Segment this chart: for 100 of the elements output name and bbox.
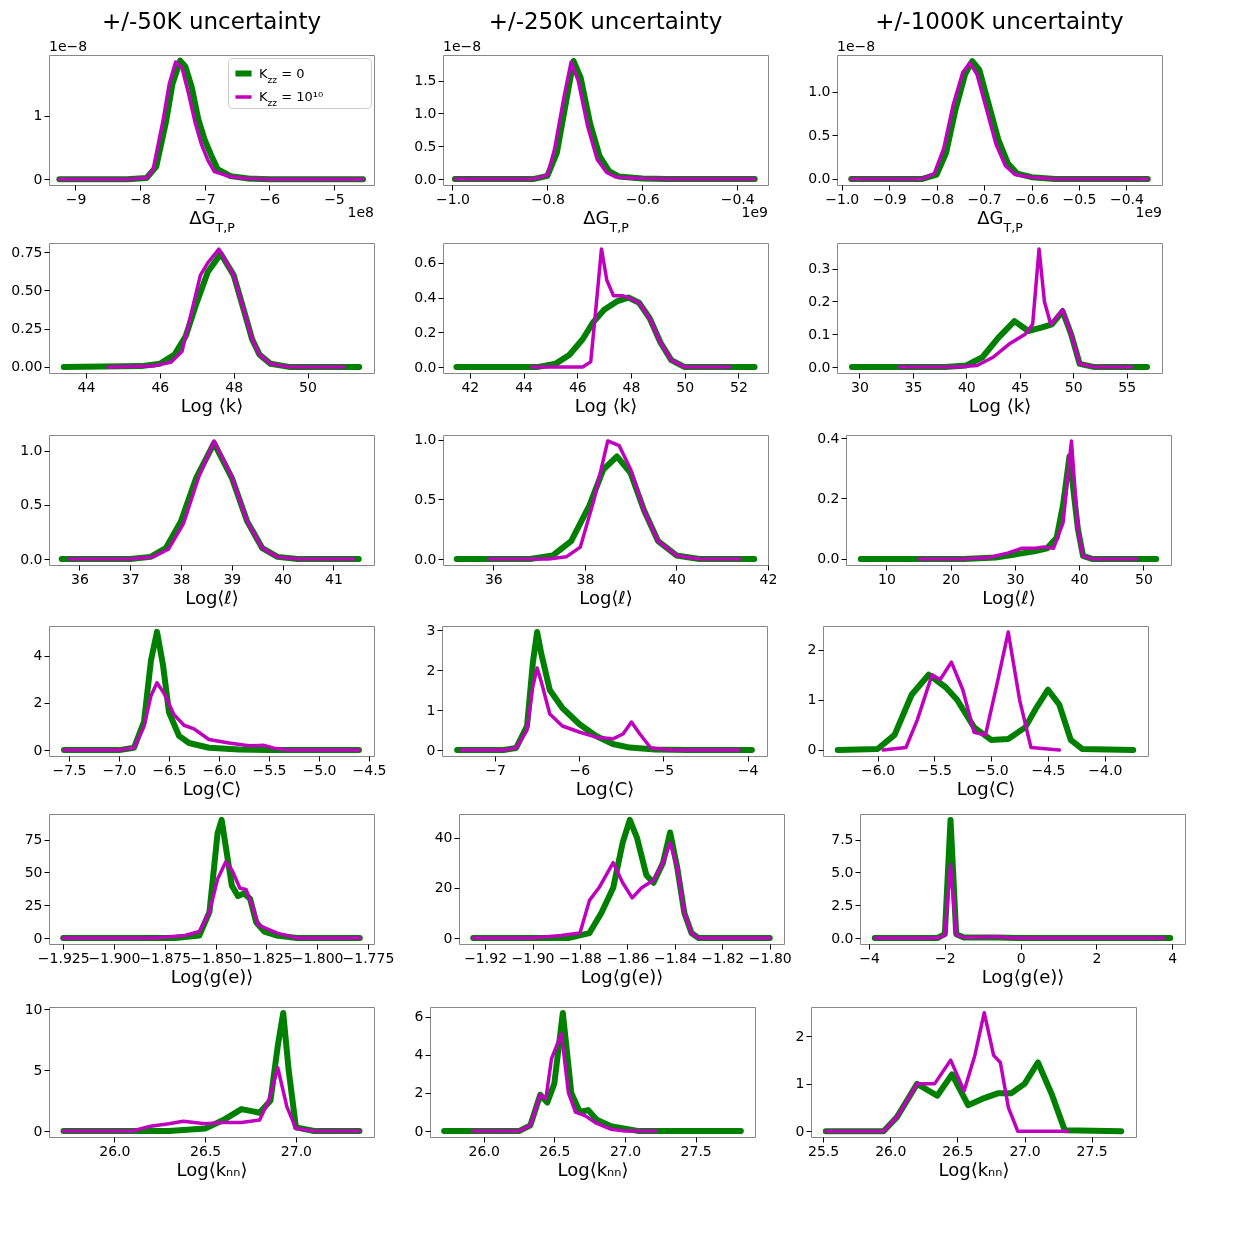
x-axis-title: Log⟨g(e)⟩ xyxy=(170,965,254,987)
y-tick-label: 0.0 xyxy=(20,550,43,567)
x-tick-label: −0.8 xyxy=(920,190,955,207)
x-tick-label: 38 xyxy=(576,570,595,587)
x-tick-label: 50 xyxy=(299,378,317,395)
y-tick-label: 0 xyxy=(33,170,43,187)
x-tick-label: 41 xyxy=(324,570,343,587)
x-tick-label: 48 xyxy=(225,378,244,395)
x-tick-label: 36 xyxy=(71,570,89,587)
x-tick-label: −7.0 xyxy=(102,761,137,778)
chart-title: +/-50K uncertainty xyxy=(101,8,322,34)
x-tick-label: −5.5 xyxy=(917,761,952,778)
x-tick-label: 26.5 xyxy=(942,1142,974,1159)
y-tick-label: 1.0 xyxy=(414,431,437,448)
x-tick-label: −9 xyxy=(65,190,87,207)
x-tick-label: −5 xyxy=(324,190,345,207)
y-tick-label: 1 xyxy=(795,1075,805,1092)
y-tick-label: 2 xyxy=(795,1027,805,1044)
x-tick-label: −4.0 xyxy=(1088,761,1123,778)
x-tick-label: 39 xyxy=(223,570,242,587)
x-tick-label: −6 xyxy=(569,761,591,778)
x-tick-label: −1.925 xyxy=(37,949,90,966)
x-tick-label: 46 xyxy=(568,378,587,395)
x-tick-label: 45 xyxy=(1011,378,1030,395)
x-tick-label: −2 xyxy=(935,949,956,966)
x-tick-label: 26.0 xyxy=(875,1142,907,1159)
x-axis-title: Log⟨C⟩ xyxy=(182,777,242,799)
x-tick-label: 40 xyxy=(274,570,293,587)
y-tick-label: 0.5 xyxy=(20,496,43,513)
x-tick-label: 30 xyxy=(1006,570,1025,587)
y-tick-label: 2 xyxy=(33,694,43,711)
y-tick-label: 0.2 xyxy=(808,292,831,309)
y-tick-label: 1 xyxy=(426,701,436,718)
y-tick-label: 0.4 xyxy=(414,289,437,306)
x-tick-label: 37 xyxy=(121,570,140,587)
x-tick-label: −5.5 xyxy=(252,761,287,778)
y-tick-label: 0 xyxy=(33,929,43,946)
x-axis-title: Log⟨g(e)⟩ xyxy=(580,965,664,987)
x-tick-label: 27.0 xyxy=(1009,1142,1041,1159)
y-tick-label: 6 xyxy=(414,1008,424,1025)
x-axis-title: Log⟨ℓ⟩ xyxy=(185,586,239,608)
y-tick-label: 0.00 xyxy=(11,358,43,375)
x-tick-label: −6.0 xyxy=(202,761,237,778)
x-tick-label: 0 xyxy=(1016,949,1026,966)
x-tick-label: −0.7 xyxy=(967,190,1002,207)
y-tick-label: 0.5 xyxy=(414,490,437,507)
y-tick-label: 4 xyxy=(414,1046,424,1063)
x-tick-label: 48 xyxy=(622,378,641,395)
y-tick-label: 1.0 xyxy=(808,83,831,100)
x-tick-label: 40 xyxy=(957,378,976,395)
y-tick-label: 0.5 xyxy=(808,126,831,143)
y-tick-label: 0.25 xyxy=(11,320,43,337)
y-tick-label: 1 xyxy=(33,107,43,124)
x-tick-label: −8 xyxy=(130,190,151,207)
text: 1e8 xyxy=(347,204,374,220)
x-tick-label: −0.4 xyxy=(720,190,755,207)
y-tick-label: 0.5 xyxy=(414,137,437,154)
x-axis-title: ΔG$_{T,P}$ xyxy=(583,206,630,234)
text: 1e9 xyxy=(1135,204,1162,220)
x-tick-label: −1.875 xyxy=(139,949,192,966)
x-tick-label: −5 xyxy=(653,761,675,778)
y-tick-label: 50 xyxy=(24,863,43,880)
x-tick-label: −0.9 xyxy=(872,190,907,207)
text: 1e−8 xyxy=(49,38,88,54)
y-tick-label: 0.4 xyxy=(817,429,840,446)
text: 1e−8 xyxy=(443,38,482,54)
x-tick-label: −0.8 xyxy=(530,190,565,207)
x-tick-label: −6.0 xyxy=(861,761,896,778)
x-axis-title: Log⟨g(e)⟩ xyxy=(981,965,1065,987)
y-tick-label: 10 xyxy=(24,1000,43,1017)
x-tick-label: −5.0 xyxy=(302,761,337,778)
x-tick-label: 30 xyxy=(851,378,869,395)
x-tick-label: 44 xyxy=(77,378,96,395)
text: 1e9 xyxy=(741,204,768,220)
y-tick-label: 0.2 xyxy=(414,323,437,340)
chart-title: +/-1000K uncertainty xyxy=(875,8,1124,34)
y-tick-label: 7.5 xyxy=(831,831,854,848)
x-tick-label: 55 xyxy=(1118,378,1137,395)
x-tick-label: −5.0 xyxy=(974,761,1009,778)
y-tick-label: 0 xyxy=(795,1122,805,1139)
x-tick-label: −1.900 xyxy=(88,949,141,966)
x-tick-label: −1.86 xyxy=(606,949,650,966)
y-tick-label: 2 xyxy=(414,1084,424,1101)
x-axis-title: ΔG$_{T,P}$ xyxy=(977,206,1024,234)
x-tick-label: 27.5 xyxy=(1076,1142,1108,1159)
x-axis-title: ΔG$_{T,P}$ xyxy=(189,206,236,234)
x-tick-label: 52 xyxy=(730,378,748,395)
x-tick-label: −0.4 xyxy=(1109,190,1144,207)
y-tick-label: 0.50 xyxy=(11,281,43,298)
x-axis-title: Log ⟨k⟩ xyxy=(968,394,1032,416)
y-tick-label: 0.0 xyxy=(414,358,437,375)
x-axis-title: Log⟨kₙₙ⟩ xyxy=(176,1158,248,1180)
chart-title: +/-250K uncertainty xyxy=(488,8,723,34)
y-tick-label: 0 xyxy=(426,741,436,758)
y-tick-label: 2 xyxy=(807,641,817,658)
y-tick-label: 5.0 xyxy=(831,863,854,880)
x-tick-label: −6 xyxy=(259,190,281,207)
x-axis-title: Log⟨kₙₙ⟩ xyxy=(557,1158,629,1180)
x-tick-label: 50 xyxy=(676,378,695,395)
x-tick-label: −1.800 xyxy=(291,949,344,966)
